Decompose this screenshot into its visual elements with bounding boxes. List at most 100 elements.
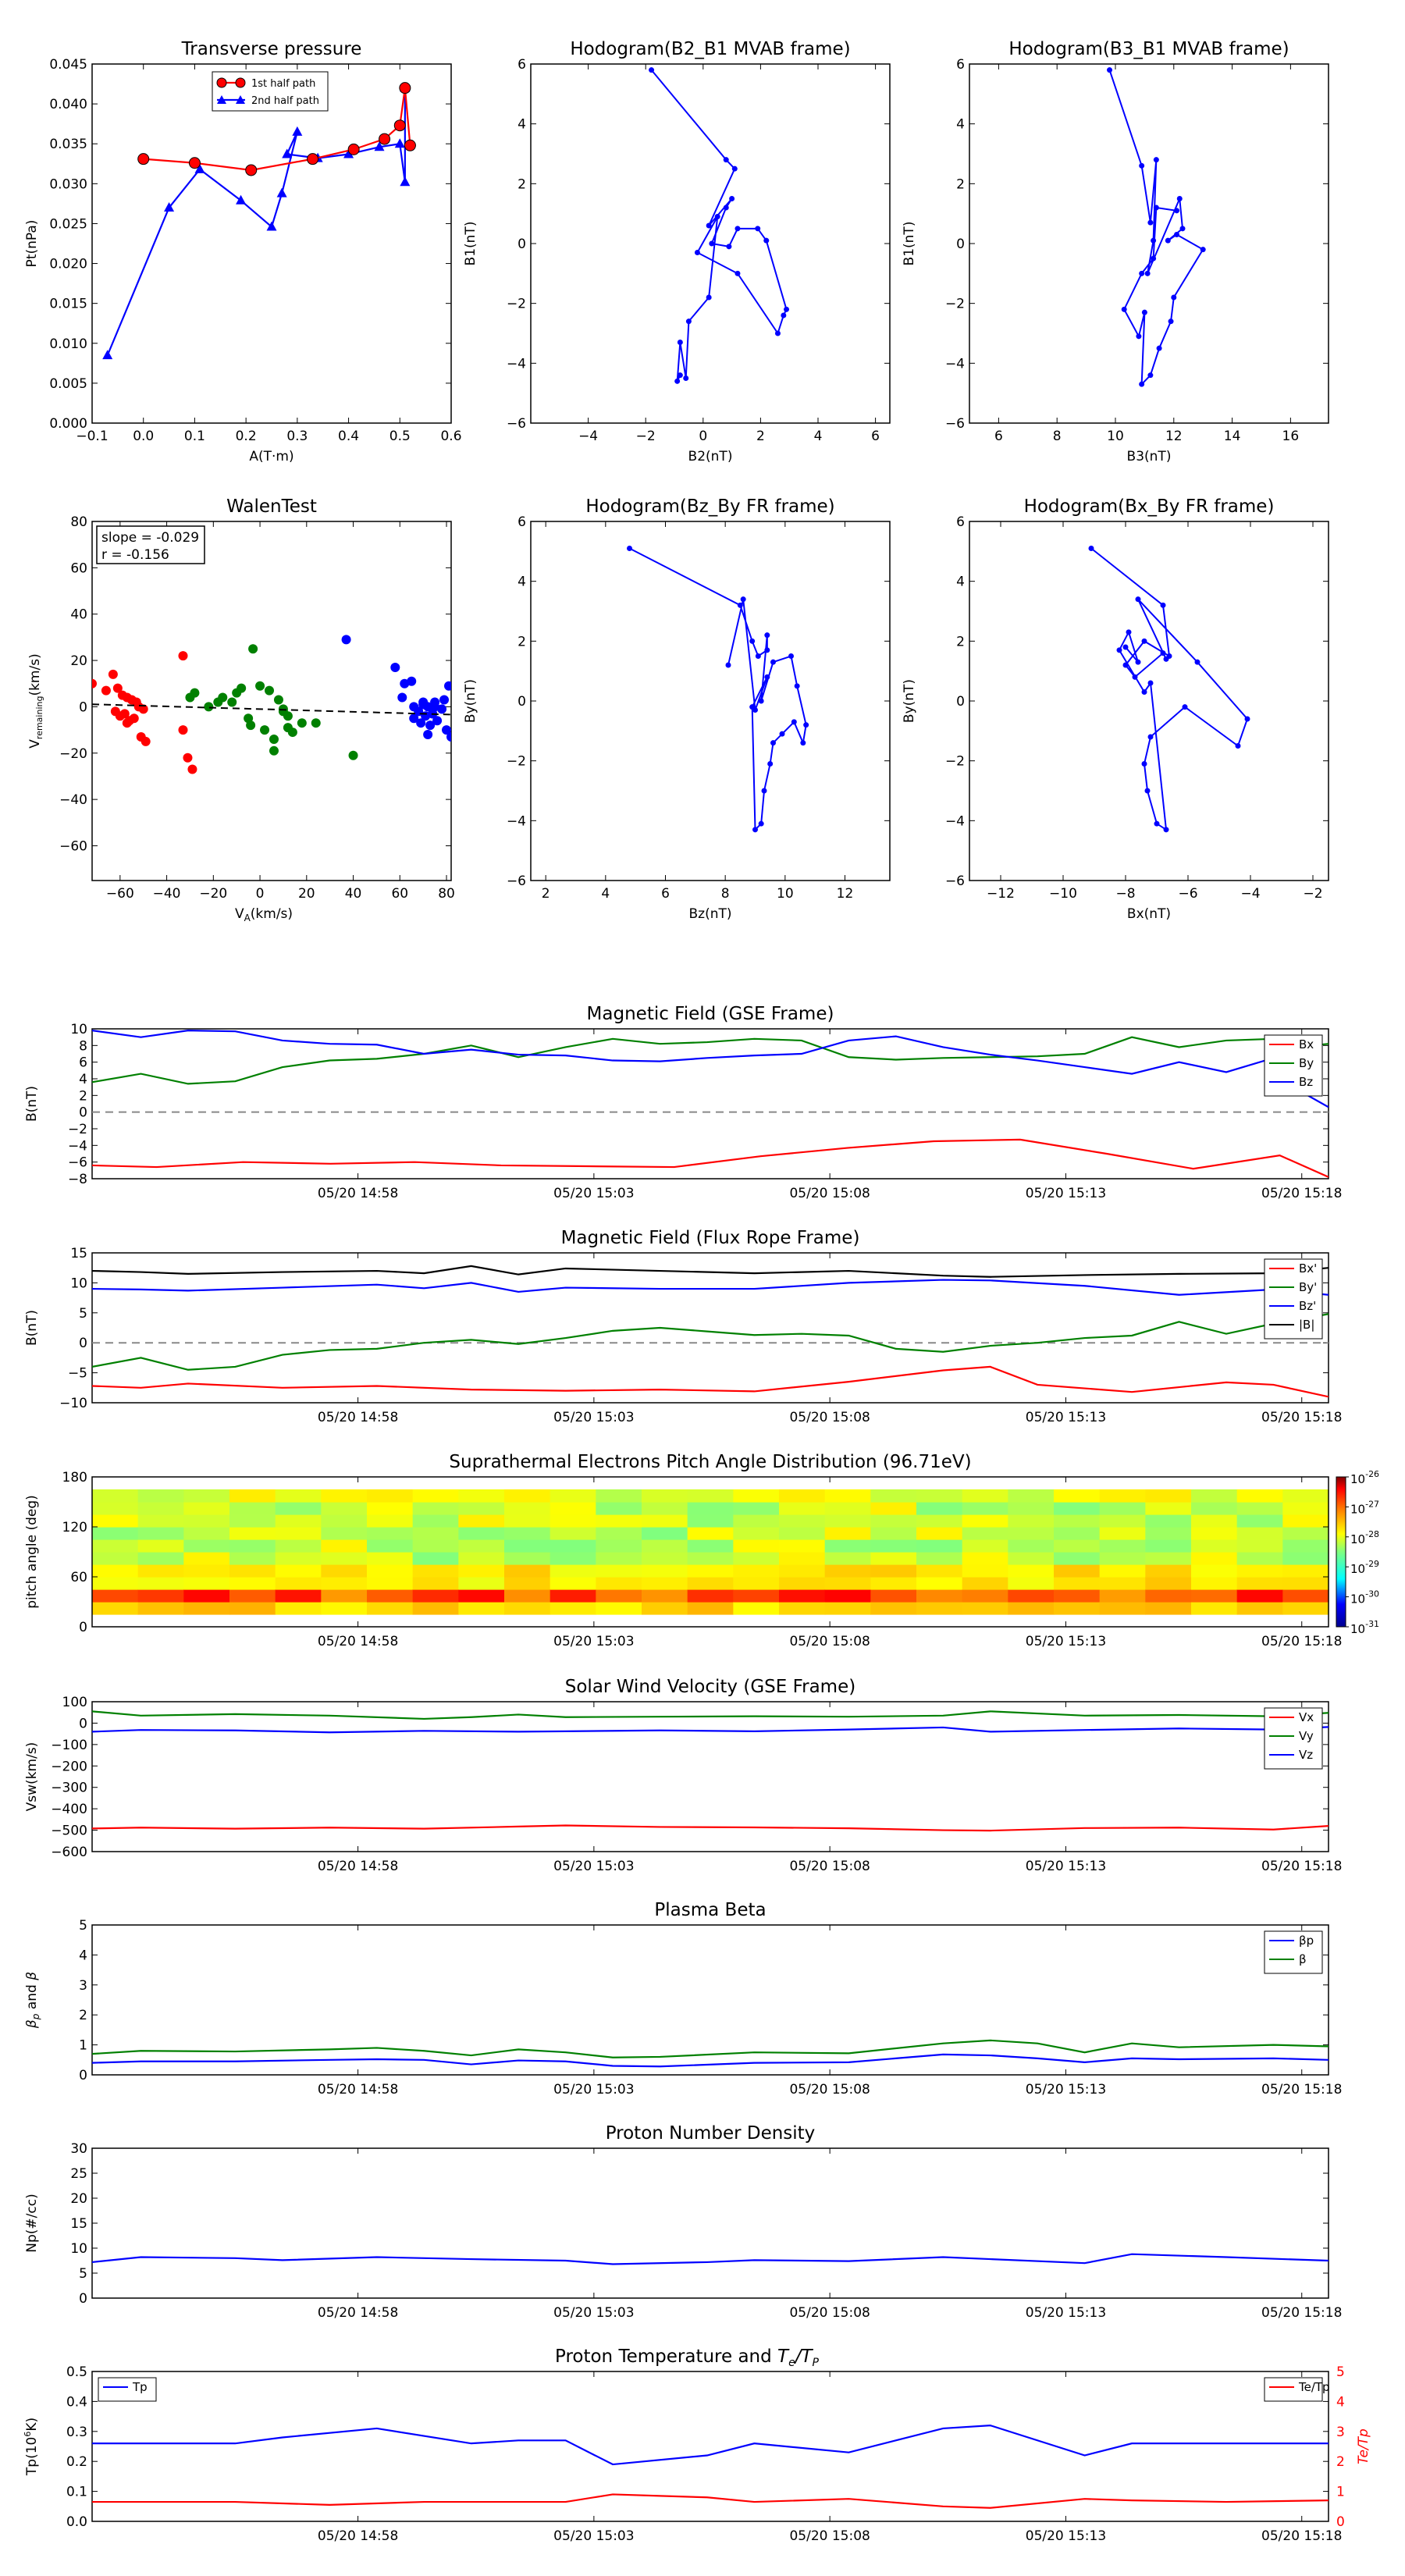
heatmap-cell <box>733 1539 780 1553</box>
heatmap-cell <box>642 1527 688 1540</box>
hodogram-point <box>1141 309 1147 315</box>
plot-area <box>92 2425 1329 2509</box>
heatmap-cell <box>1236 1577 1283 1590</box>
heatmap-cell <box>229 1489 276 1503</box>
heatmap-cell <box>504 1527 551 1540</box>
hodogram-point <box>677 372 683 379</box>
panel-h4: Hodogram(Bx_By FR frame) −6 −4 −2 0 2 4 6 −12 −10… <box>902 496 1329 922</box>
heatmap-cell <box>687 1514 734 1528</box>
heatmap-cell <box>229 1514 276 1528</box>
y-tick-label: 8 <box>79 1038 87 1054</box>
heatmap-cell <box>458 1589 505 1603</box>
x-tick-label: 05/20 14:58 <box>318 1859 398 1874</box>
heatmap-cell <box>550 1589 596 1603</box>
y-right-tick-label: 1 <box>1336 2485 1345 2500</box>
legend-marker-2nd <box>217 95 226 104</box>
hodogram-point <box>649 67 655 73</box>
point-1st-half <box>399 82 411 94</box>
x-tick-label: 05/20 15:13 <box>1026 1186 1106 1201</box>
series-line-2nd-half <box>106 87 406 356</box>
heatmap-cell <box>1236 1502 1283 1515</box>
colorbar-tick-label: 10-31 <box>1350 1619 1379 1636</box>
heatmap-cell <box>412 1602 459 1615</box>
heatmap-cell <box>229 1502 276 1515</box>
y-tick-label: 6 <box>518 57 526 73</box>
heatmap-cell <box>733 1577 780 1590</box>
x-tick-label: 10 <box>777 886 794 902</box>
hodogram-point <box>1200 247 1206 253</box>
y-tick-label: 60 <box>70 1570 87 1585</box>
x-tick-label: 05/20 15:08 <box>789 1410 870 1425</box>
hodogram-point <box>1176 196 1183 201</box>
heatmap-cell <box>962 1589 1008 1603</box>
chart-title: Hodogram(B3_B1 MVAB frame) <box>1008 39 1289 59</box>
heatmap-cell <box>687 1502 734 1515</box>
hodogram-point <box>694 250 700 255</box>
x-axis-label: Bz(nT) <box>688 906 731 922</box>
panel-vsw: Solar Wind Velocity (GSE Frame) −600 −500 −… <box>24 1677 1342 1874</box>
y-tick-label: −6 <box>68 1155 87 1171</box>
heatmap-cell <box>367 1502 414 1515</box>
heatmap-cell <box>183 1552 230 1565</box>
hodogram-point <box>1153 157 1159 163</box>
heatmap-cell <box>687 1527 734 1540</box>
x-tick-label: 05/20 15:13 <box>1026 2528 1106 2544</box>
legend-label-bz: Bz <box>1299 1075 1313 1089</box>
hodogram-point <box>1244 716 1250 722</box>
y-tick-label: 6 <box>956 57 965 73</box>
heatmap-cell <box>92 1577 139 1590</box>
hodogram-point <box>1147 680 1154 686</box>
x-tick-label: 4 <box>601 886 610 902</box>
x-tick-label: −6 <box>1178 886 1197 902</box>
heatmap-cell <box>1145 1552 1192 1565</box>
heatmap-cell <box>824 1602 871 1615</box>
x-tick-label: 05/20 15:18 <box>1261 1859 1342 1874</box>
x-tick-label: 05/20 15:13 <box>1026 1410 1106 1425</box>
y-axis-label: B1(nT) <box>902 222 917 266</box>
series-line-By <box>92 1036 1329 1085</box>
hodogram-point <box>1135 659 1141 665</box>
heatmap-cell <box>1282 1577 1329 1590</box>
heatmap-cell <box>1236 1489 1283 1503</box>
heatmap-cell <box>824 1552 871 1565</box>
x-axis-label: Bx(nT) <box>1127 906 1171 922</box>
series-line-Vx <box>92 1824 1329 1832</box>
heatmap-cell <box>1191 1602 1238 1615</box>
x-tick-label: 05/20 15:03 <box>553 2082 634 2097</box>
x-tick-label: 05/20 15:08 <box>789 1634 870 1649</box>
hodogram-point <box>749 638 756 644</box>
heatmap-cell <box>596 1514 642 1528</box>
heatmap-cell <box>1054 1527 1101 1540</box>
hodogram-point <box>1151 237 1157 244</box>
x-tick-label: 05/20 15:03 <box>553 2305 634 2321</box>
legend-label-tetp: Te/Tp <box>1298 2380 1330 2394</box>
x-axis-label: B3(nT) <box>1127 449 1172 464</box>
walen-point <box>416 718 426 728</box>
heatmap-cell <box>183 1539 230 1553</box>
x-tick-label: 05/20 15:18 <box>1261 1186 1342 1201</box>
heatmap-cell <box>962 1527 1008 1540</box>
heatmap-cell <box>275 1514 322 1528</box>
heatmap-cell <box>275 1552 322 1565</box>
heatmap-cell <box>1008 1602 1055 1615</box>
y-tick-label: 30 <box>70 2141 87 2157</box>
y-axis-label: pitch angle (deg) <box>24 1495 40 1609</box>
y-tick-label: −40 <box>59 792 87 808</box>
heatmap-cell <box>1191 1514 1238 1528</box>
walen-point <box>341 635 351 645</box>
y-tick-label: 15 <box>70 1246 87 1261</box>
walen-point <box>101 685 111 696</box>
heatmap-cell <box>779 1589 826 1603</box>
hodogram-point <box>1132 674 1138 680</box>
heatmap-cell <box>412 1514 459 1528</box>
heatmap-cell <box>367 1564 414 1578</box>
heatmap-cell <box>1099 1564 1146 1578</box>
heatmap-cell <box>92 1589 139 1603</box>
hodogram-point <box>788 653 794 659</box>
x-tick-label: 2 <box>542 886 550 902</box>
heatmap-cell <box>1145 1527 1192 1540</box>
chart-title: Solar Wind Velocity (GSE Frame) <box>565 1677 855 1697</box>
panel-beta: Plasma Beta 0 1 2 3 4 5 05/20 14:58 05/20 15:03 0… <box>24 1900 1342 2097</box>
x-tick-label: 40 <box>345 886 362 902</box>
